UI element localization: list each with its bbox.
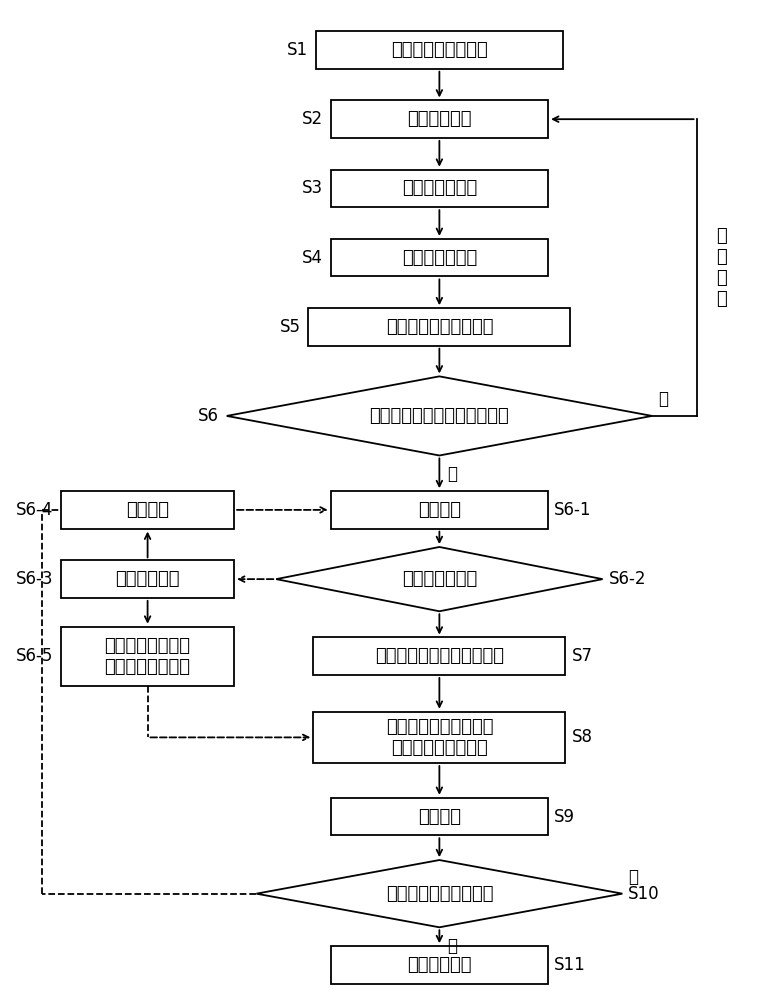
Text: 是否满足弹塑性疲劳设计要求: 是否满足弹塑性疲劳设计要求 [369,407,509,425]
Text: S6-5: S6-5 [16,647,53,665]
Bar [313,637,565,675]
Text: S4: S4 [302,249,322,267]
Text: S1: S1 [286,41,308,59]
Text: S6-4: S6-4 [16,501,53,519]
Bar [61,627,234,686]
Text: S5: S5 [280,318,300,336]
Bar [331,946,548,984]
Bar [61,491,234,529]
Text: 是否含超标缺陷: 是否含超标缺陷 [401,570,477,588]
Text: 确定是否修复: 确定是否修复 [116,570,180,588]
Text: S3: S3 [302,179,322,197]
Text: 初步结构设计: 初步结构设计 [408,110,472,128]
Bar [331,239,548,276]
Text: 有限元应力分析: 有限元应力分析 [401,249,477,267]
Text: 否: 否 [628,868,638,886]
Text: 缺陷修复: 缺陷修复 [126,501,169,519]
Text: 否: 否 [658,390,668,408]
Text: S6-3: S6-3 [15,570,53,588]
Text: 无损检测: 无损检测 [418,501,461,519]
Bar [331,100,548,138]
Text: 是: 是 [447,937,457,955]
Text: S9: S9 [554,808,575,826]
Bar [61,560,234,598]
Text: S11: S11 [554,956,586,974]
Text: 是: 是 [447,465,457,483]
Polygon shape [227,376,652,455]
Text: 迭代计算: 迭代计算 [418,808,461,826]
Text: S6: S6 [198,407,219,425]
Text: 最大局部等效应力计算: 最大局部等效应力计算 [385,318,493,336]
Polygon shape [257,860,622,927]
Bar [331,170,548,207]
Polygon shape [277,547,603,611]
Text: S8: S8 [571,728,592,746]
Text: S6-1: S6-1 [554,501,591,519]
Bar [331,491,548,529]
Text: 自增强优化设计: 自增强优化设计 [401,179,477,197]
Bar [331,798,548,835]
Text: 确定最大疲劳裂纹长度
与裂纹扩展速率方程: 确定最大疲劳裂纹长度 与裂纹扩展速率方程 [385,718,493,757]
Bar [309,308,571,346]
Text: 根据超标缺陷尺寸
预测剩余疲劳对命: 根据超标缺陷尺寸 预测剩余疲劳对命 [105,637,191,676]
Text: 计算最小初始疲劳裂纹长度: 计算最小初始疲劳裂纹长度 [375,647,504,665]
Bar [313,712,565,763]
Text: S7: S7 [571,647,592,665]
Text: 是否满足疲劳设计对命: 是否满足疲劳设计对命 [385,885,493,903]
Text: S10: S10 [628,885,660,903]
Text: S6-2: S6-2 [608,570,646,588]
Text: S2: S2 [302,110,322,128]
Bar [316,31,563,69]
Text: 完成结构设计: 完成结构设计 [408,956,472,974]
Text: 结
构
改
进: 结 构 改 进 [716,227,727,308]
Text: 工艺要求与材料性能: 工艺要求与材料性能 [391,41,488,59]
